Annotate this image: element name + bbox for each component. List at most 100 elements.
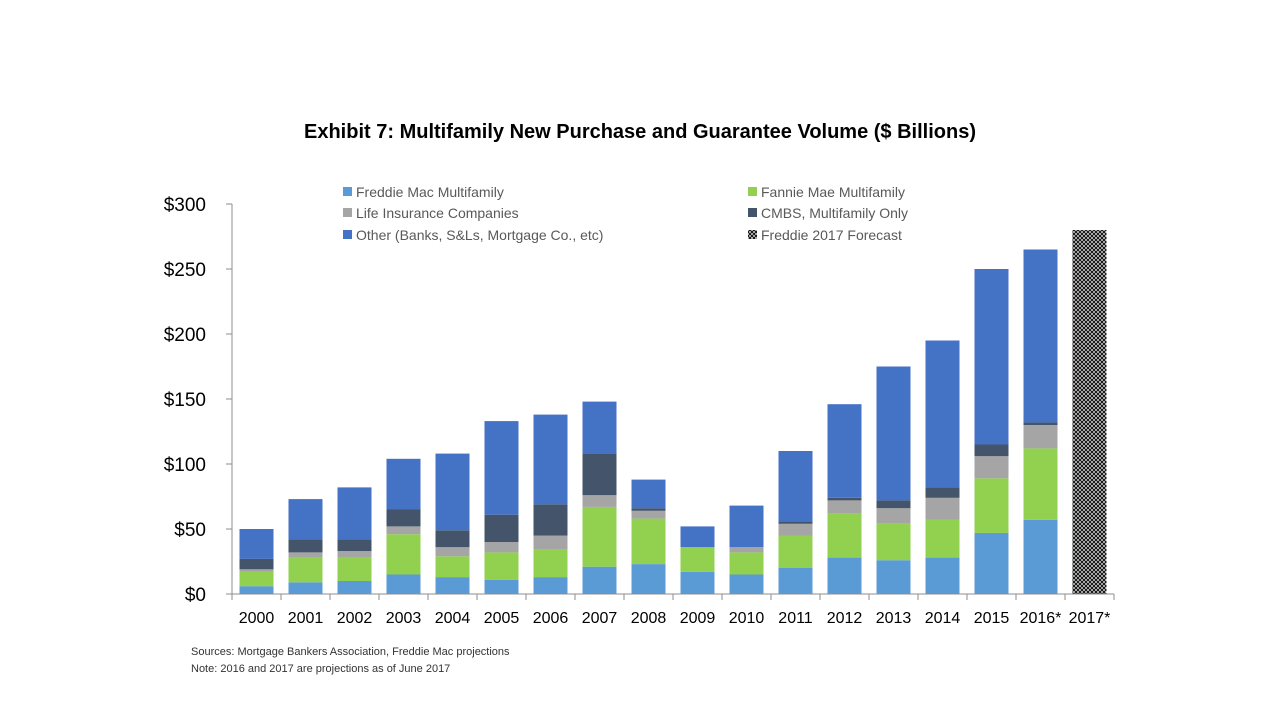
- bar-fannie-mae-multifamily-2001: [288, 557, 323, 583]
- x-tick-label: 2012: [827, 610, 863, 627]
- bar-freddie-mac-multifamily-2008: [631, 564, 666, 594]
- bar-other-banks-s-ls-mortgage-co-etc-2001: [288, 499, 323, 540]
- bar-other-banks-s-ls-mortgage-co-etc-2002: [337, 487, 372, 540]
- bar-freddie-mac-multifamily-2006: [533, 577, 568, 594]
- bar-cmbs-multifamily-only-2004: [435, 530, 470, 548]
- bar-freddie-mac-multifamily-2000: [239, 586, 274, 594]
- bar-cmbs-multifamily-only-2014: [925, 487, 960, 498]
- x-tick-label: 2004: [435, 610, 471, 627]
- bar-fannie-mae-multifamily-2005: [484, 552, 519, 580]
- bar-other-banks-s-ls-mortgage-co-etc-2012: [827, 404, 862, 498]
- bar-other-banks-s-ls-mortgage-co-etc-2016: [1023, 249, 1058, 423]
- bar-fannie-mae-multifamily-2010: [729, 552, 764, 575]
- bar-other-banks-s-ls-mortgage-co-etc-2006: [533, 414, 568, 505]
- y-tick-label: $200: [164, 325, 206, 346]
- x-tick-label: 2017*: [1069, 610, 1111, 627]
- legend-label: CMBS, Multifamily Only: [761, 205, 908, 221]
- bar-life-insurance-companies-2004: [435, 547, 470, 557]
- x-tick-label: 2011: [778, 610, 813, 627]
- legend-swatch-cmbs-multifamily-only: [748, 208, 757, 217]
- bar-fannie-mae-multifamily-2014: [925, 519, 960, 558]
- bar-life-insurance-companies-2013: [876, 508, 911, 524]
- bar-freddie-2017-forecast-2017: [1072, 230, 1107, 594]
- bar-other-banks-s-ls-mortgage-co-etc-2010: [729, 505, 764, 548]
- x-tick-label: 2006: [533, 610, 569, 627]
- bar-life-insurance-companies-2002: [337, 551, 372, 558]
- bar-life-insurance-companies-2011: [778, 523, 813, 536]
- x-tick-label: 2010: [729, 610, 765, 627]
- bar-fannie-mae-multifamily-2000: [239, 571, 274, 587]
- chart-title: Exhibit 7: Multifamily New Purchase and …: [304, 121, 976, 143]
- bar-fannie-mae-multifamily-2009: [680, 547, 715, 572]
- bar-cmbs-multifamily-only-2007: [582, 453, 617, 496]
- bar-life-insurance-companies-2008: [631, 510, 666, 519]
- projection-note: Note: 2016 and 2017 are projections as o…: [191, 663, 451, 675]
- legend-swatch-freddie-2017-forecast: [748, 230, 757, 239]
- bar-other-banks-s-ls-mortgage-co-etc-2004: [435, 453, 470, 531]
- bar-freddie-mac-multifamily-2001: [288, 582, 323, 594]
- bar-other-banks-s-ls-mortgage-co-etc-2013: [876, 366, 911, 501]
- bar-fannie-mae-multifamily-2002: [337, 557, 372, 581]
- bar-life-insurance-companies-2001: [288, 552, 323, 558]
- bar-cmbs-multifamily-only-2016: [1023, 422, 1058, 425]
- y-tick-label: $250: [164, 260, 206, 281]
- sources-note: Sources: Mortgage Bankers Association, F…: [191, 646, 510, 658]
- bar-freddie-mac-multifamily-2004: [435, 577, 470, 594]
- chart-legend: Freddie Mac Multifamily Fannie Mae Multif…: [343, 184, 908, 243]
- bar-life-insurance-companies-2007: [582, 495, 617, 507]
- bar-other-banks-s-ls-mortgage-co-etc-2003: [386, 458, 421, 510]
- bar-freddie-mac-multifamily-2015: [974, 532, 1009, 594]
- bar-fannie-mae-multifamily-2007: [582, 506, 617, 567]
- bar-fannie-mae-multifamily-2012: [827, 513, 862, 558]
- y-tick-label: $150: [164, 390, 206, 411]
- x-tick-label: 2001: [288, 610, 324, 627]
- bar-other-banks-s-ls-mortgage-co-etc-2009: [680, 526, 715, 548]
- bar-fannie-mae-multifamily-2011: [778, 535, 813, 568]
- bar-other-banks-s-ls-mortgage-co-etc-2007: [582, 401, 617, 454]
- x-tick-label: 2007: [582, 610, 618, 627]
- y-tick-label: $50: [174, 520, 206, 541]
- bar-life-insurance-companies-2000: [239, 569, 274, 572]
- legend-label: Freddie Mac Multifamily: [356, 184, 504, 200]
- bar-other-banks-s-ls-mortgage-co-etc-2015: [974, 269, 1009, 445]
- bar-other-banks-s-ls-mortgage-co-etc-2005: [484, 421, 519, 515]
- legend-swatch-freddie-mac-multifamily: [343, 187, 352, 196]
- bar-fannie-mae-multifamily-2008: [631, 518, 666, 565]
- bar-cmbs-multifamily-only-2015: [974, 444, 1009, 457]
- bar-fannie-mae-multifamily-2006: [533, 549, 568, 578]
- legend-swatch-other-banks-s-ls-mortgage-co-etc: [343, 230, 352, 239]
- y-tick-label: $100: [164, 455, 206, 476]
- bar-life-insurance-companies-2006: [533, 535, 568, 550]
- bar-cmbs-multifamily-only-2012: [827, 497, 862, 501]
- bars-layer: [239, 230, 1107, 594]
- x-tick-label: 2003: [386, 610, 422, 627]
- axes-layer: $0 $50 $100 $150 $200 $250 $300 2000 2001 2002 200…: [164, 195, 1115, 627]
- bar-cmbs-multifamily-only-2013: [876, 500, 911, 509]
- x-tick-label: 2008: [631, 610, 667, 627]
- x-tick-label: 2002: [337, 610, 373, 627]
- bar-freddie-mac-multifamily-2012: [827, 557, 862, 594]
- x-tick-label: 2015: [974, 610, 1010, 627]
- bar-life-insurance-companies-2015: [974, 456, 1009, 479]
- bar-other-banks-s-ls-mortgage-co-etc-2011: [778, 451, 813, 522]
- bar-fannie-mae-multifamily-2004: [435, 556, 470, 578]
- bar-freddie-mac-multifamily-2016: [1023, 519, 1058, 594]
- x-tick-label: 2016*: [1020, 610, 1062, 627]
- bar-freddie-mac-multifamily-2011: [778, 568, 813, 594]
- bar-cmbs-multifamily-only-2011: [778, 521, 813, 524]
- x-tick-label: 2013: [876, 610, 912, 627]
- legend-label: Other (Banks, S&Ls, Mortgage Co., etc): [356, 227, 603, 243]
- bar-freddie-mac-multifamily-2013: [876, 560, 911, 594]
- x-tick-label: 2000: [239, 610, 275, 627]
- bar-cmbs-multifamily-only-2001: [288, 539, 323, 553]
- bar-cmbs-multifamily-only-2006: [533, 504, 568, 536]
- bar-life-insurance-companies-2012: [827, 500, 862, 514]
- bar-cmbs-multifamily-only-2005: [484, 514, 519, 542]
- bar-other-banks-s-ls-mortgage-co-etc-2014: [925, 340, 960, 488]
- bar-life-insurance-companies-2003: [386, 526, 421, 535]
- bar-fannie-mae-multifamily-2013: [876, 523, 911, 561]
- bar-freddie-mac-multifamily-2005: [484, 579, 519, 594]
- bar-freddie-mac-multifamily-2014: [925, 557, 960, 594]
- bar-life-insurance-companies-2014: [925, 497, 960, 520]
- bar-cmbs-multifamily-only-2003: [386, 509, 421, 527]
